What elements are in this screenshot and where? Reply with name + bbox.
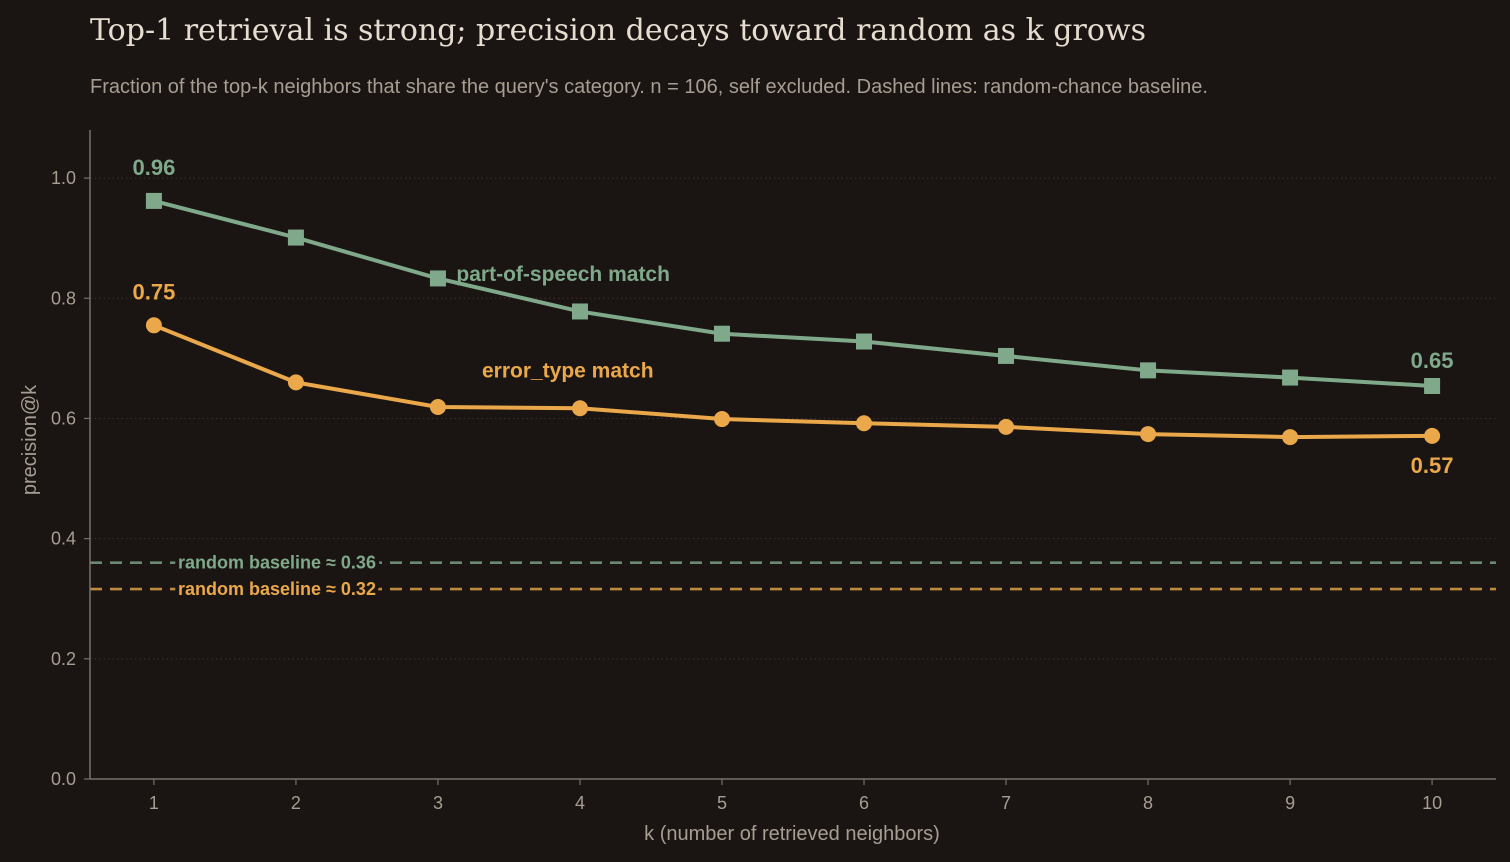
data-point-square bbox=[713, 325, 730, 342]
series-group bbox=[145, 192, 1441, 446]
x-tick-label: 1 bbox=[149, 793, 159, 813]
y-tick-label: 0.4 bbox=[51, 529, 76, 549]
data-point-square bbox=[998, 347, 1015, 364]
annotations: random baseline ≈ 0.36 part-of-speech mat… bbox=[132, 155, 1454, 603]
x-axis-label: k (number of retrieved neighbors) bbox=[644, 823, 940, 845]
grid-lines bbox=[90, 177, 1496, 660]
first-value-label: 0.75 bbox=[132, 279, 175, 304]
last-value-label: 0.57 bbox=[1411, 453, 1454, 478]
y-axis-label: precision@k bbox=[19, 384, 41, 495]
baselines bbox=[90, 561, 1496, 591]
y-tick-label: 0.0 bbox=[51, 769, 76, 789]
data-point-circle bbox=[1282, 429, 1299, 446]
data-point-square bbox=[1140, 362, 1157, 379]
series-name-label: part-of-speech match bbox=[456, 263, 670, 286]
x-tick-label: 2 bbox=[291, 793, 301, 813]
x-tick-label: 3 bbox=[433, 793, 443, 813]
data-point-square bbox=[856, 333, 873, 350]
data-point-square bbox=[287, 229, 304, 246]
y-tick-label: 0.8 bbox=[51, 288, 76, 308]
series-line bbox=[151, 198, 1435, 388]
data-point-square bbox=[1424, 377, 1441, 394]
data-point-circle bbox=[287, 374, 304, 391]
baseline-label: random baseline ≈ 0.32 bbox=[178, 579, 376, 599]
data-point-square bbox=[429, 270, 446, 287]
data-point-circle bbox=[856, 415, 873, 432]
data-point-square bbox=[145, 192, 162, 209]
data-point-circle bbox=[429, 399, 446, 416]
data-point-square bbox=[1282, 369, 1299, 386]
y-ticks: 0.0 0.2 0.4 0.6 0.8 1.0 bbox=[51, 168, 90, 789]
data-point-circle bbox=[571, 400, 588, 417]
series-line bbox=[151, 323, 1435, 440]
first-value-label: 0.96 bbox=[132, 155, 175, 180]
y-tick-label: 1.0 bbox=[51, 168, 76, 188]
data-point-circle bbox=[1140, 426, 1157, 443]
x-tick-label: 10 bbox=[1422, 793, 1442, 813]
x-tick-label: 9 bbox=[1285, 793, 1295, 813]
last-value-label: 0.65 bbox=[1411, 348, 1454, 373]
chart-subtitle: Fraction of the top-k neighbors that sha… bbox=[90, 76, 1208, 98]
series-name-label: error_type match bbox=[482, 359, 654, 382]
data-point-circle bbox=[713, 411, 730, 428]
baseline-label: random baseline ≈ 0.36 bbox=[178, 553, 376, 573]
x-tick-label: 4 bbox=[575, 793, 585, 813]
data-point-circle bbox=[145, 317, 162, 334]
data-point-square bbox=[571, 303, 588, 320]
x-tick-label: 6 bbox=[859, 793, 869, 813]
y-tick-label: 0.6 bbox=[51, 408, 76, 428]
x-tick-label: 7 bbox=[1001, 793, 1011, 813]
data-point-circle bbox=[1424, 427, 1441, 444]
x-tick-label: 8 bbox=[1143, 793, 1153, 813]
x-ticks: 1 2 3 4 5 6 7 8 9 10 bbox=[149, 779, 1442, 813]
y-tick-label: 0.2 bbox=[51, 649, 76, 669]
chart-title: Top-1 retrieval is strong; precision dec… bbox=[90, 13, 1146, 48]
data-point-circle bbox=[998, 418, 1015, 435]
x-tick-label: 5 bbox=[717, 793, 727, 813]
axes bbox=[89, 130, 1496, 780]
